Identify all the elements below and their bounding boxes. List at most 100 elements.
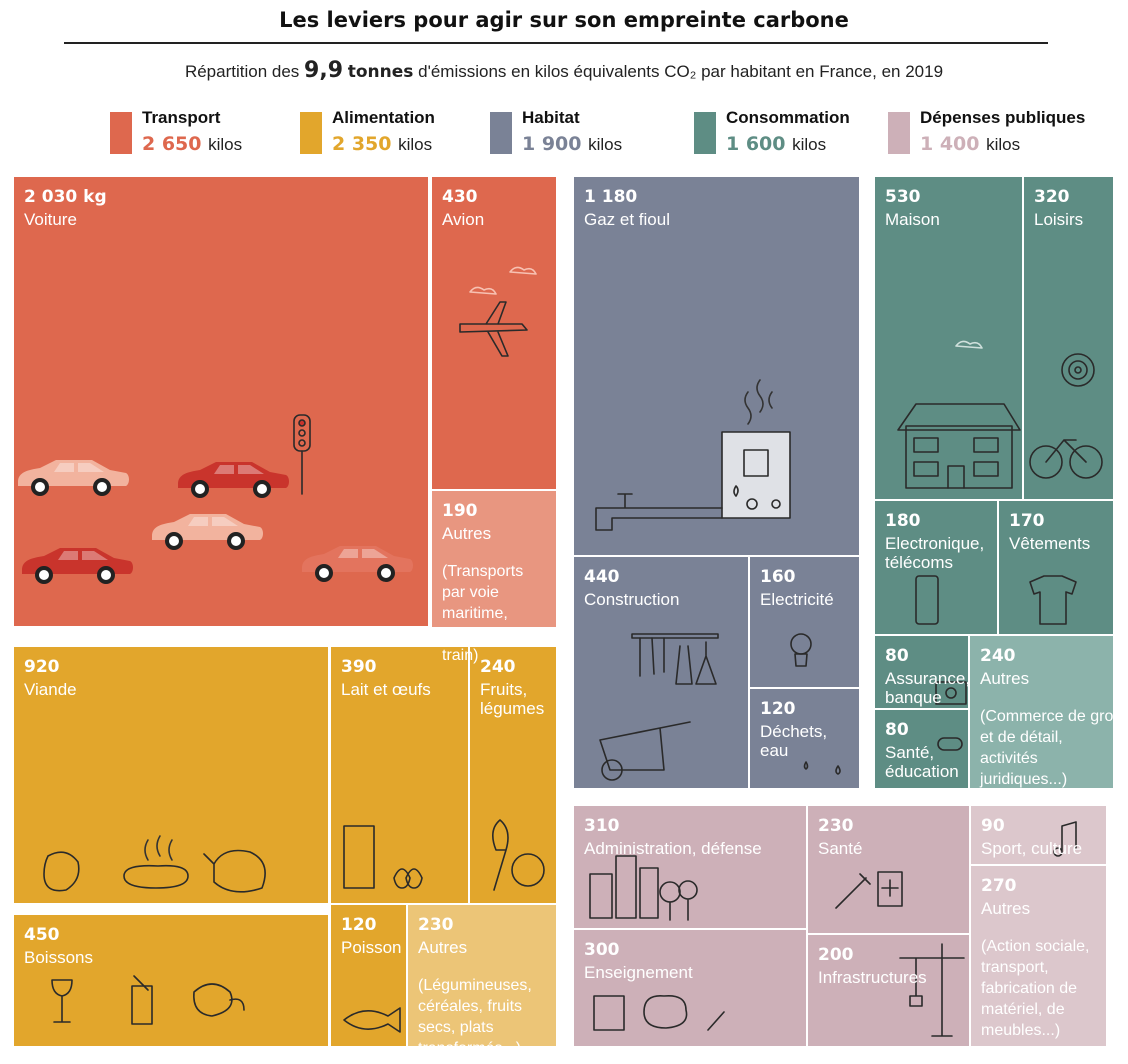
cell-label-text: Construction [584, 590, 679, 609]
cell-label-text: Voiture [24, 210, 77, 229]
treemap-cell [999, 501, 1113, 634]
legend-name: Alimentation [332, 108, 435, 127]
legend-unit: kilos [588, 135, 623, 154]
syringe-icon [835, 873, 871, 909]
cell-label-text: Viande [24, 680, 77, 699]
cell-label: 240 Autres (Commerce de gros et de détail, a… [979, 646, 1121, 788]
legend-swatch [694, 112, 716, 154]
cell-value: 450 [24, 925, 60, 945]
cell-label-text: Santé [818, 839, 862, 858]
steak-icon [43, 851, 80, 892]
cell-value: 320 [1034, 187, 1070, 207]
chart-subtitle: Répartition des 9,9 tonnes d'émissions e… [0, 58, 1128, 83]
cell-label: 430 Avion [442, 187, 484, 229]
cell-label-text: Avion [442, 210, 484, 229]
chart-title: Les leviers pour agir sur son empreinte … [279, 8, 849, 32]
treemap-cell [971, 806, 1106, 864]
treemap-cell [408, 905, 556, 1046]
cell-label-text: Autres [981, 899, 1030, 918]
sausage-icon [123, 864, 189, 889]
legend-swatch [300, 112, 322, 154]
cloud-icon [955, 340, 983, 349]
cell-note: (Commerce de gros et de détail, activités j… [979, 708, 1121, 788]
cell-label: 440 Construction [584, 567, 679, 609]
cocktail-icon [131, 985, 153, 1025]
cell-label: 2 030 kg Voiture [24, 187, 107, 229]
cell-value: 310 [584, 816, 620, 836]
chicken-icon [203, 849, 266, 893]
legend-name: Habitat [522, 108, 580, 127]
music-note-icon [1053, 821, 1077, 857]
cell-label: 90 Sport, culture [981, 816, 1082, 858]
cell-label-text: Autres [418, 938, 467, 957]
cell-label-text: Sport, culture [981, 839, 1082, 858]
legend-total: 2 350 kilos [332, 133, 433, 155]
cell-label: 390 Lait et œufs [341, 657, 431, 699]
cell-value: 160 [760, 567, 796, 587]
legend-unit: kilos [208, 135, 243, 154]
cell-label: 240 Fruits, légumes [480, 657, 544, 718]
cell-value: 430 [442, 187, 478, 207]
cell-label: 80 Santé, éducation [885, 720, 959, 781]
cell-value: 240 [980, 646, 1016, 666]
cell-value: 530 [885, 187, 921, 207]
subtitle-amount: 9,9 [304, 58, 344, 83]
cell-value: 80 [885, 646, 909, 666]
treemap-cell [808, 806, 969, 933]
legend-total: 1 900 kilos [522, 133, 623, 155]
safe-icon [935, 681, 967, 705]
cell-value: 2 030 kg [24, 187, 107, 207]
cell-label: 530 Maison [885, 187, 940, 229]
crane-icon [899, 943, 965, 1037]
cell-label-text: Boissons [24, 948, 93, 967]
treemap-cell [331, 647, 468, 903]
subtitle-prefix: Répartition des [184, 62, 300, 81]
cell-label-text: Loisirs [1034, 210, 1083, 229]
cell-value: 920 [24, 657, 60, 677]
legend-swatch [888, 112, 910, 154]
tshirt-icon [1029, 575, 1077, 625]
cell-label: 310 Administration, défense [584, 816, 762, 858]
cell-label: 320 Loisirs [1034, 187, 1083, 229]
cell-value: 120 [760, 699, 796, 719]
subtitle-unit: tonnes [347, 62, 414, 82]
cell-label: 300 Enseignement [584, 940, 693, 982]
treemap-cell [331, 905, 406, 1046]
cell-label: 230 Autres (Légumineuses, céréales, fruits s… [418, 915, 532, 1057]
legend-unit: kilos [792, 135, 827, 154]
subtitle-suffix: d'émissions en kilos équivalents CO₂ par… [418, 62, 944, 81]
pill-icon [937, 737, 963, 751]
legend-unit: kilos [398, 135, 433, 154]
target-icon [1061, 353, 1095, 387]
fish-icon [343, 1007, 401, 1033]
treemap-cell [14, 647, 328, 903]
treemap-cell [875, 501, 997, 634]
cell-label: 230 Santé [818, 816, 862, 858]
cell-note: (Légumineuses, céréales, fruits secs, plat… [418, 977, 532, 1057]
legend-total: 1 400 kilos [920, 133, 1021, 155]
cell-label-text: Autres [442, 524, 491, 543]
apple-icon [511, 853, 545, 887]
egg-icon [393, 868, 423, 889]
cloud-icon [469, 266, 537, 295]
treemap-cell [875, 710, 968, 788]
cell-value: 200 [818, 945, 854, 965]
legend-swatch [110, 112, 132, 154]
cell-label: 450 Boissons [24, 925, 93, 967]
cell-label-text: Electricité [760, 590, 834, 609]
bicycle-icon [1029, 445, 1063, 479]
treemap-cell [574, 177, 859, 555]
legend-total: 1 600 kilos [726, 133, 827, 155]
cell-value: 390 [341, 657, 377, 677]
cell-label: 920 Viande [24, 657, 77, 699]
cell-label: 120 Poisson [341, 915, 401, 957]
wheelbarrow-icon [599, 721, 691, 781]
treemap-cell [750, 689, 859, 788]
cell-label-text: Lait et œufs [341, 680, 431, 699]
cell-label-text: Poisson [341, 938, 401, 957]
cell-value: 440 [584, 567, 620, 587]
wine-glass-icon [51, 979, 73, 1023]
cell-value: 170 [1009, 511, 1045, 531]
cell-label: 160 Electricité [760, 567, 834, 609]
